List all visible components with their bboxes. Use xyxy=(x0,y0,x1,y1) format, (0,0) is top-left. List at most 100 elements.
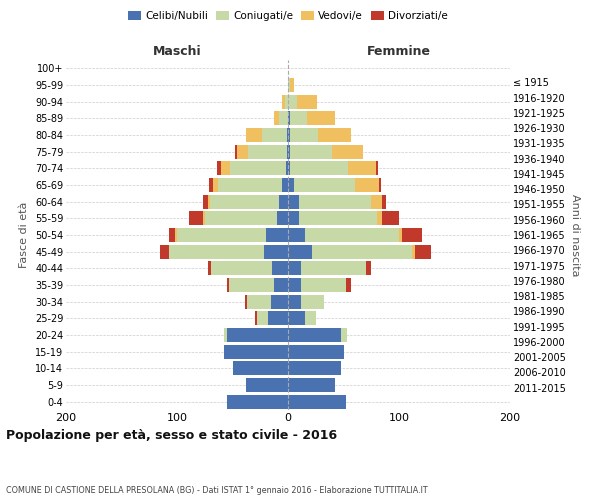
Bar xyxy=(279,112,288,126)
Bar xyxy=(217,162,221,175)
Bar xyxy=(382,211,399,226)
Bar xyxy=(366,261,371,276)
Bar xyxy=(235,144,237,159)
Bar xyxy=(189,211,203,226)
Bar xyxy=(203,194,208,209)
Bar xyxy=(348,162,376,175)
Bar xyxy=(288,294,301,308)
Bar xyxy=(245,294,247,308)
Bar xyxy=(266,228,288,242)
Bar xyxy=(355,178,379,192)
Bar xyxy=(274,112,279,126)
Bar xyxy=(237,144,248,159)
Bar xyxy=(255,311,257,326)
Bar xyxy=(279,194,288,209)
Bar xyxy=(212,178,218,192)
Bar xyxy=(288,278,301,292)
Bar xyxy=(301,261,366,276)
Bar xyxy=(288,162,290,175)
Bar xyxy=(287,144,288,159)
Bar xyxy=(332,144,364,159)
Bar xyxy=(376,162,378,175)
Bar xyxy=(284,94,288,109)
Bar xyxy=(227,394,288,409)
Bar xyxy=(211,261,272,276)
Bar xyxy=(290,128,318,142)
Bar xyxy=(288,144,290,159)
Bar xyxy=(412,244,415,259)
Bar xyxy=(246,128,262,142)
Bar xyxy=(290,112,307,126)
Bar xyxy=(230,162,286,175)
Bar xyxy=(288,78,290,92)
Bar xyxy=(341,328,347,342)
Bar xyxy=(286,162,288,175)
Legend: Celibi/Nubili, Coniugati/e, Vedovi/e, Divorziati/e: Celibi/Nubili, Coniugati/e, Vedovi/e, Di… xyxy=(125,8,451,24)
Bar xyxy=(221,162,230,175)
Bar xyxy=(288,394,346,409)
Bar xyxy=(169,228,175,242)
Bar xyxy=(301,278,346,292)
Bar xyxy=(288,378,335,392)
Bar xyxy=(288,311,305,326)
Bar xyxy=(247,294,271,308)
Bar xyxy=(227,278,229,292)
Bar xyxy=(287,128,288,142)
Bar xyxy=(399,228,403,242)
Bar xyxy=(288,261,301,276)
Bar xyxy=(224,344,288,359)
Bar xyxy=(288,194,299,209)
Bar xyxy=(227,328,288,342)
Bar xyxy=(382,194,386,209)
Bar xyxy=(305,311,316,326)
Bar xyxy=(274,278,288,292)
Bar xyxy=(233,361,288,376)
Bar xyxy=(248,144,287,159)
Bar xyxy=(288,244,313,259)
Bar xyxy=(268,311,288,326)
Bar xyxy=(229,278,274,292)
Bar xyxy=(288,361,341,376)
Text: Femmine: Femmine xyxy=(367,44,431,58)
Bar xyxy=(307,112,335,126)
Bar xyxy=(288,178,293,192)
Bar xyxy=(415,244,431,259)
Bar xyxy=(205,211,277,226)
Bar xyxy=(288,128,290,142)
Bar xyxy=(208,194,211,209)
Bar xyxy=(299,211,377,226)
Bar xyxy=(203,211,205,226)
Bar xyxy=(290,144,332,159)
Bar xyxy=(288,112,290,126)
Bar xyxy=(318,128,351,142)
Bar xyxy=(288,94,297,109)
Bar xyxy=(272,261,288,276)
Bar xyxy=(288,228,305,242)
Bar xyxy=(288,211,299,226)
Bar xyxy=(305,228,399,242)
Text: Popolazione per età, sesso e stato civile - 2016: Popolazione per età, sesso e stato civil… xyxy=(6,430,337,442)
Y-axis label: Anni di nascita: Anni di nascita xyxy=(569,194,580,276)
Bar xyxy=(403,228,422,242)
Bar xyxy=(377,211,382,226)
Bar xyxy=(211,194,279,209)
Bar xyxy=(301,294,323,308)
Bar xyxy=(313,244,412,259)
Bar xyxy=(277,211,288,226)
Bar xyxy=(271,294,288,308)
Bar xyxy=(209,178,212,192)
Bar xyxy=(257,311,268,326)
Bar xyxy=(288,344,343,359)
Bar xyxy=(346,278,351,292)
Bar xyxy=(290,78,293,92)
Bar xyxy=(379,178,381,192)
Bar xyxy=(169,244,263,259)
Bar xyxy=(371,194,382,209)
Bar xyxy=(160,244,169,259)
Bar xyxy=(293,178,355,192)
Bar xyxy=(290,162,348,175)
Bar xyxy=(299,194,371,209)
Bar xyxy=(177,228,266,242)
Y-axis label: Fasce di età: Fasce di età xyxy=(19,202,29,268)
Bar xyxy=(288,328,341,342)
